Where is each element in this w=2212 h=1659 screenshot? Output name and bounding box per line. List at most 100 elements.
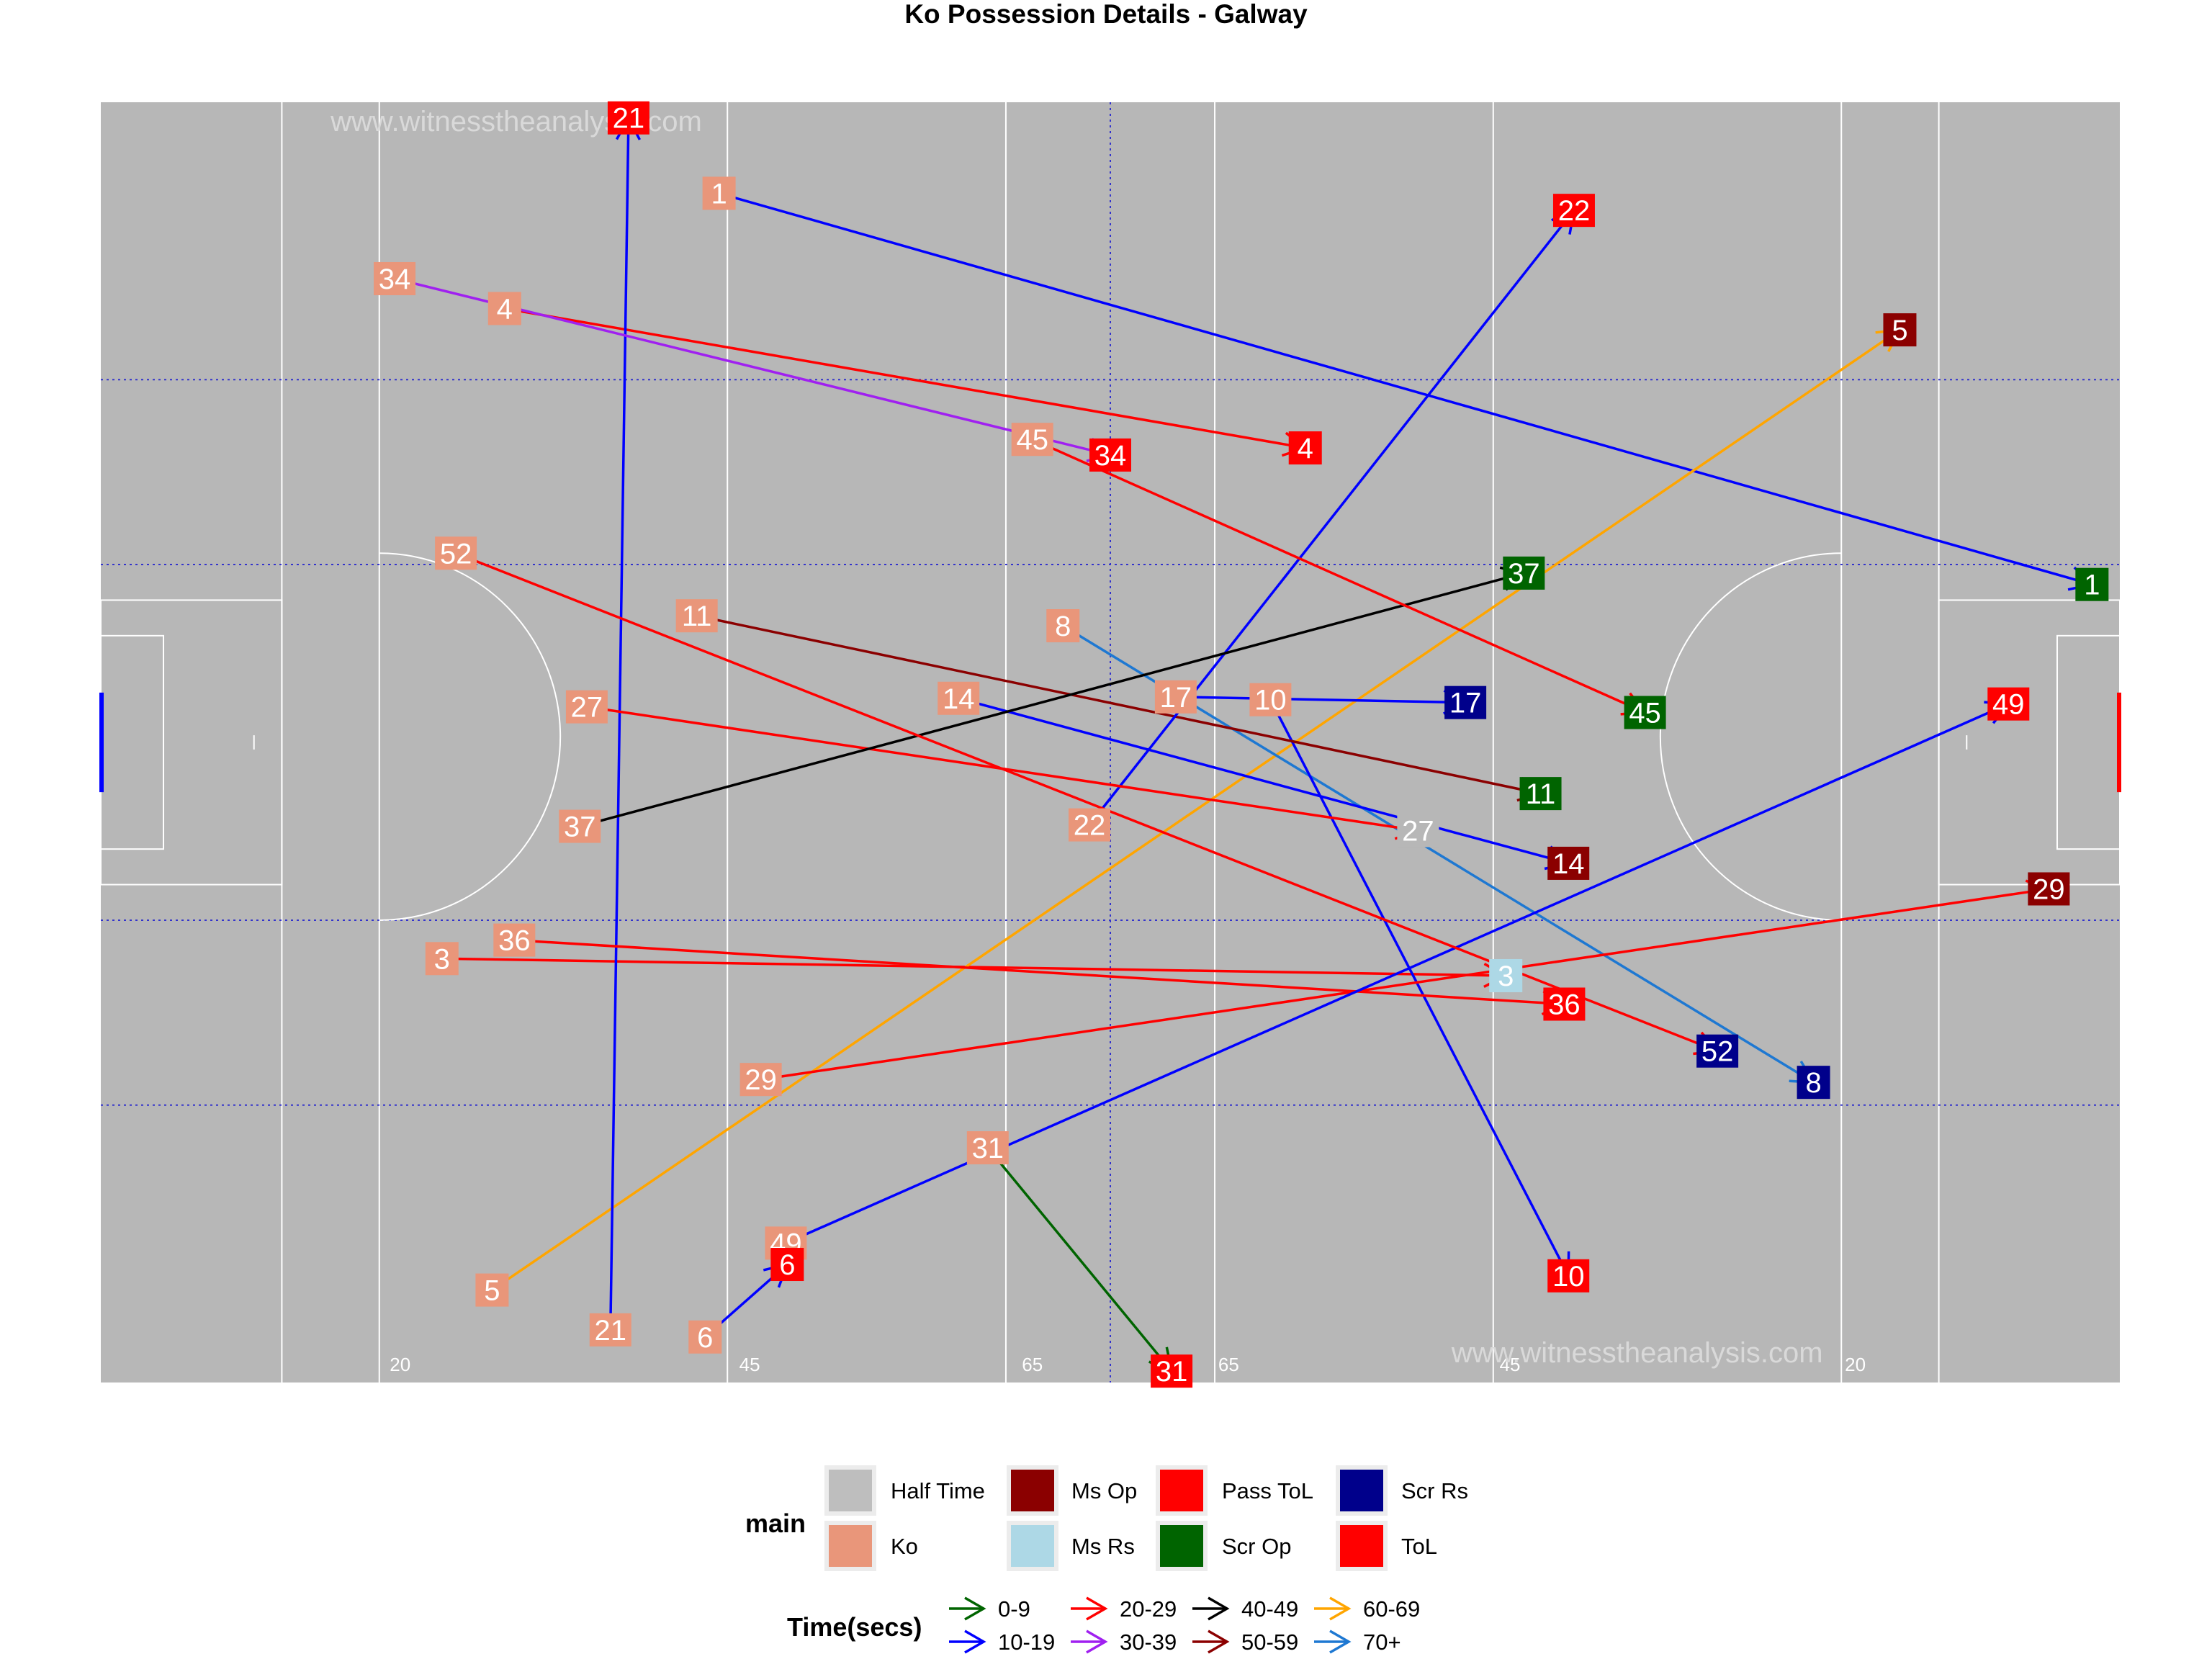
end-label-text: 21	[613, 103, 645, 135]
start-label: 5	[475, 1273, 509, 1307]
start-label-box	[559, 809, 601, 843]
end-label: 37	[1503, 556, 1545, 590]
start-label: 4	[487, 292, 521, 325]
end-label: 6	[770, 1248, 804, 1282]
start-label-box	[589, 1313, 631, 1346]
start-label: 1	[702, 176, 736, 210]
end-label-text: 37	[1508, 558, 1540, 590]
start-label: 6	[688, 1320, 722, 1354]
end-label-text: 31	[1156, 1356, 1188, 1388]
end-label-text: 49	[1992, 689, 2025, 721]
end-label: 3	[1489, 958, 1523, 992]
legend-time-label: 70+	[1363, 1629, 1401, 1655]
end-label-text: 8	[1805, 1067, 1821, 1099]
start-label-box	[1154, 680, 1197, 714]
start-label-text: 21	[595, 1315, 627, 1346]
start-label-text: 17	[1160, 682, 1192, 714]
possession-line	[504, 307, 1306, 449]
legend-swatch	[1340, 1470, 1383, 1511]
legend-time-item: 20-29	[1071, 1596, 1177, 1622]
legend-time-title: Time(secs)	[787, 1612, 922, 1642]
chart-title: Ko Possession Details - Galway	[904, 0, 1308, 29]
distance-marker: 20	[1845, 1354, 1866, 1375]
end-label-box	[2028, 872, 2070, 906]
legend-main-label: Ko	[891, 1534, 918, 1559]
end-label: 10	[1547, 1259, 1590, 1292]
start-label: 52	[435, 536, 477, 570]
end-label: 11	[1519, 777, 1562, 811]
possession-line	[958, 697, 1569, 865]
end-label: 21	[607, 101, 649, 135]
start-label-text: 4	[497, 293, 513, 325]
start-label: 3	[425, 942, 459, 976]
start-label-box	[493, 923, 536, 957]
legend-main-title: main	[745, 1509, 806, 1538]
pitch: 20 45 65 65 45 20www.witnesstheanalysis.comww…	[99, 102, 2121, 1382]
possession-line	[760, 887, 2049, 1081]
legend-main-label: Ms Op	[1071, 1478, 1137, 1503]
end-label-box	[1696, 1034, 1739, 1068]
possession-line	[1031, 438, 1646, 714]
start-label-box	[688, 1320, 722, 1354]
legend-main-item: Scr Rs	[1336, 1465, 1468, 1516]
end-label: 8	[1797, 1066, 1830, 1100]
end-label-box	[1519, 777, 1562, 811]
end-label-box	[1797, 1066, 1830, 1100]
legend-time-arrowhead	[1086, 1629, 1108, 1654]
end-label-box	[1151, 1354, 1193, 1388]
start-label-text: 45	[1016, 424, 1048, 456]
end-label-text: 4	[1298, 433, 1313, 464]
legend-main-label: Scr Op	[1222, 1534, 1291, 1559]
end-label-text: 29	[2033, 873, 2065, 905]
end-label: 52	[1696, 1034, 1739, 1068]
legend-time-arrowhead	[1329, 1596, 1352, 1621]
end-label: 45	[1624, 696, 1666, 729]
start-label-box	[374, 261, 416, 295]
start-label: 8	[1046, 609, 1080, 643]
end-label: 22	[1552, 194, 1595, 228]
legend-time-arrowhead	[1329, 1629, 1352, 1654]
end-label-box	[1489, 958, 1523, 992]
legend-time-item: 60-69	[1314, 1596, 1420, 1622]
legend-time-label: 40-49	[1241, 1596, 1298, 1622]
start-label-text: 22	[1074, 810, 1106, 842]
possession-line	[986, 1146, 1173, 1372]
legend-time-item: 40-49	[1192, 1596, 1298, 1622]
end-label-text: 27	[1402, 815, 1434, 847]
end-label-box	[1624, 696, 1666, 729]
end-label: 1	[2075, 567, 2109, 601]
legend-main-label: ToL	[1401, 1534, 1437, 1559]
legend-main-item: Pass ToL	[1156, 1465, 1313, 1516]
start-label-text: 1	[711, 178, 727, 210]
end-label-box	[1089, 438, 1131, 472]
end-label-box	[1547, 846, 1590, 880]
start-label-text: 52	[440, 538, 472, 570]
end-label-text: 45	[1629, 698, 1661, 729]
legend-swatch	[829, 1525, 872, 1567]
start-label-text: 37	[564, 811, 596, 843]
start-label-box	[966, 1131, 1009, 1165]
legend-time-label: 30-39	[1120, 1629, 1177, 1655]
start-label-box	[675, 599, 718, 633]
legend-swatch	[1011, 1525, 1054, 1567]
legend-time-item: 70+	[1314, 1629, 1401, 1655]
start-label-box	[739, 1063, 782, 1097]
end-label-text: 17	[1449, 688, 1482, 719]
legend-time-label: 10-19	[998, 1629, 1055, 1655]
start-label: 11	[675, 599, 718, 633]
end-label-box	[607, 101, 649, 135]
start-label: 37	[559, 809, 601, 843]
possession-line	[609, 117, 630, 1330]
distance-marker: 45	[1500, 1354, 1521, 1375]
start-label: 29	[739, 1063, 782, 1097]
legend-main-item: Ms Rs	[1007, 1521, 1135, 1571]
start-label-text: 31	[972, 1133, 1004, 1164]
end-label-text: 34	[1094, 440, 1127, 472]
legend-main-label: Pass ToL	[1222, 1478, 1313, 1503]
start-label-text: 8	[1055, 611, 1071, 642]
start-label: 22	[1068, 808, 1110, 842]
legend-time-label: 50-59	[1241, 1629, 1298, 1655]
start-label-text: 3	[434, 943, 450, 975]
